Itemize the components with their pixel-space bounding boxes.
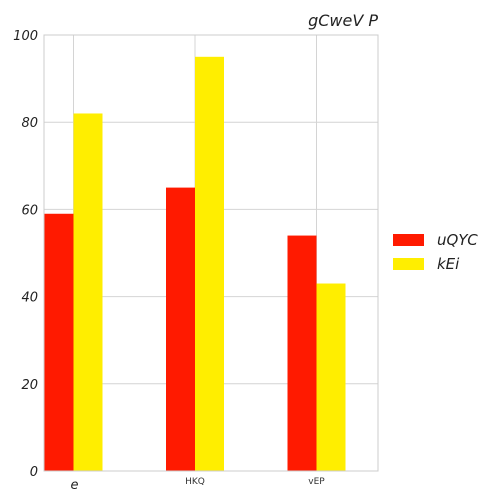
x-tick-label: e bbox=[71, 478, 79, 493]
y-tick-label: 0 bbox=[30, 465, 38, 480]
y-tick-label: 40 bbox=[21, 291, 38, 306]
legend-swatch bbox=[393, 258, 424, 270]
y-tick-label: 20 bbox=[21, 378, 38, 393]
bar-kEi-HKQ bbox=[195, 56, 224, 472]
legend-swatch bbox=[393, 234, 424, 246]
y-axis-ticks: 0 20 40 60 80 100 bbox=[13, 29, 38, 480]
bar-uQYC-vEP bbox=[287, 235, 317, 471]
chart-title: gCweV P bbox=[308, 11, 378, 30]
bars bbox=[44, 56, 346, 472]
y-tick-label: 60 bbox=[21, 203, 38, 218]
legend-label: kEi bbox=[437, 255, 460, 273]
y-tick-label: 100 bbox=[13, 29, 38, 44]
legend-label: uQYC bbox=[437, 231, 478, 249]
bar-kEi-vEP bbox=[316, 283, 346, 471]
x-tick-label: HKQ bbox=[185, 477, 205, 487]
y-tick-label: 80 bbox=[21, 116, 38, 131]
bar-uQYC-e bbox=[44, 213, 74, 471]
x-tick-label: vEP bbox=[308, 477, 325, 487]
bar-kEi-e bbox=[73, 113, 103, 471]
plot-frame bbox=[43, 34, 379, 472]
x-axis-ticks: e HKQ vEP bbox=[71, 477, 326, 493]
legend: uQYC kEi bbox=[393, 231, 478, 273]
bar-uQYC-HKQ bbox=[166, 187, 195, 471]
